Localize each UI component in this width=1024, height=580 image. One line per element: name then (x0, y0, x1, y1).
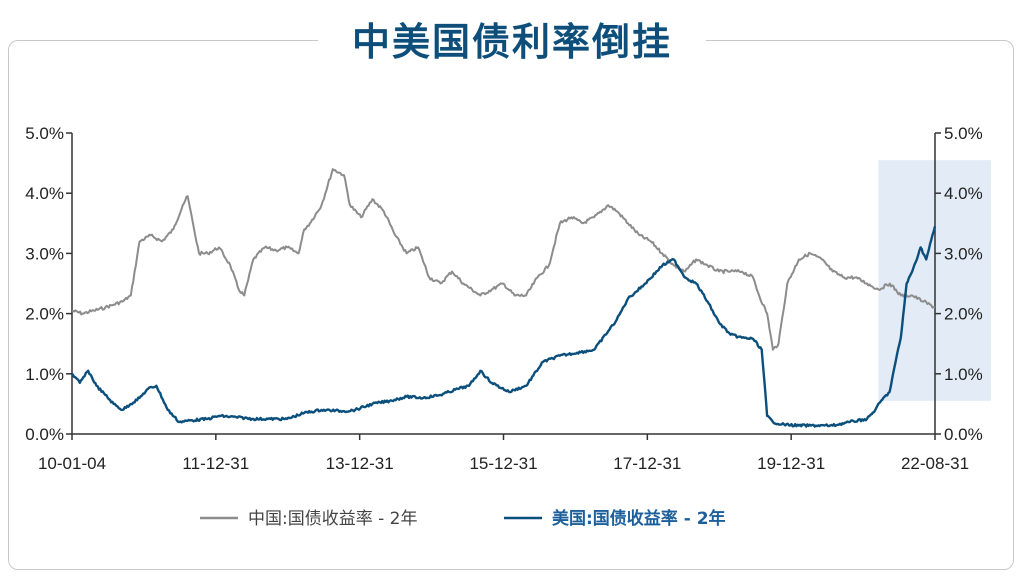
y-tick-label-right: 2.0% (944, 305, 983, 324)
y-tick-label-left: 3.0% (25, 244, 64, 263)
y-tick-label-left: 4.0% (25, 184, 64, 203)
legend: 中国:国债收益率 - 2年 美国:国债收益率 - 2年 (200, 508, 726, 529)
x-tick-label: 11-12-31 (182, 454, 249, 473)
series-line-china (71, 168, 936, 351)
x-tick-layer: 10-01-04 11-12-31 13-12-31 15-12-31 17-12-31… (38, 434, 969, 473)
y-tick-label-left: 2.0% (25, 305, 64, 324)
x-tick-label: 22-08-31 (901, 454, 969, 473)
x-tick-label: 10-01-04 (38, 454, 106, 473)
series-line-us (71, 226, 937, 428)
x-tick-label: 17-12-31 (613, 454, 681, 473)
y-tick-label-right: 3.0% (944, 244, 983, 263)
chart-title: 中美国债利率倒挂 (317, 10, 706, 66)
y-tick-label-left: 0.0% (25, 425, 64, 444)
legend-label: 美国:国债收益率 - 2年 (552, 508, 726, 529)
x-tick-label: 19-12-31 (757, 454, 825, 473)
x-tick-label: 13-12-31 (326, 454, 394, 473)
series-layer (71, 168, 937, 428)
y-tick-label-right: 0.0% (944, 425, 983, 444)
title-wrap: 中美国债利率倒挂 (0, 0, 1024, 76)
y-tick-label-right: 1.0% (944, 365, 983, 384)
y-tick-label-left: 5.0% (25, 124, 64, 143)
y-tick-label-right: 4.0% (944, 184, 983, 203)
y-tick-label-right: 5.0% (944, 124, 983, 143)
y-tick-label-left: 1.0% (25, 365, 64, 384)
legend-label: 中国:国债收益率 - 2年 (248, 509, 418, 529)
x-tick-label: 15-12-31 (469, 454, 537, 473)
